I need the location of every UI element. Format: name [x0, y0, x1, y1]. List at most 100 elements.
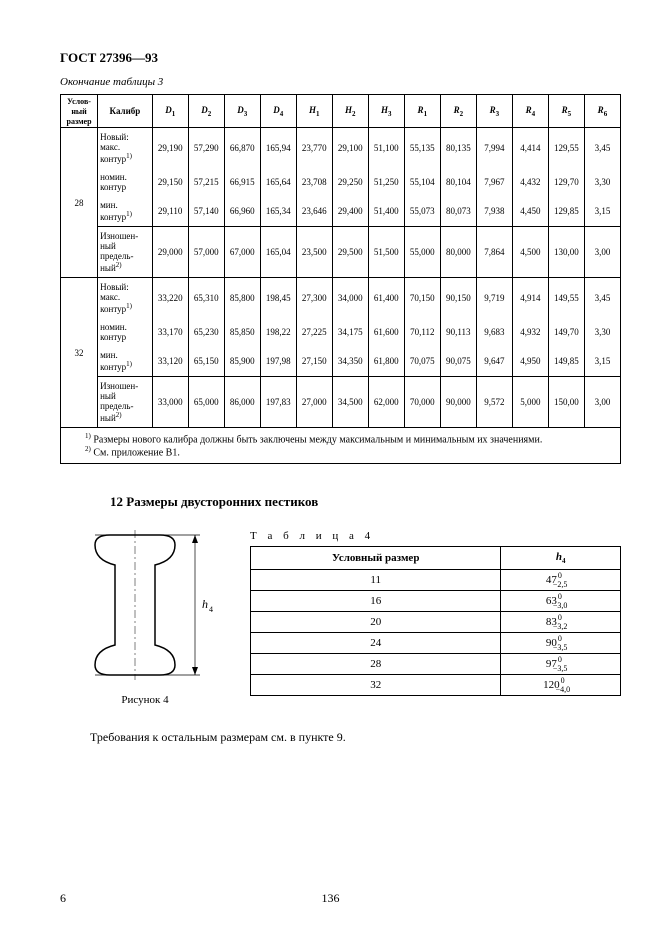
svg-text:h: h: [202, 597, 208, 611]
data-cell: 90,150: [440, 278, 476, 319]
data-cell: 3,15: [584, 196, 620, 227]
t4-size-cell: 11: [251, 569, 501, 590]
size-cell: 28: [61, 128, 98, 278]
page-num-left: 6: [60, 891, 66, 906]
t4-h-cell: 470−2,5: [501, 569, 621, 590]
data-cell: 61,400: [368, 278, 404, 319]
data-cell: 61,800: [368, 346, 404, 377]
t4-h-cell: 900−3,5: [501, 632, 621, 653]
t4-h-cell: 830−3,2: [501, 611, 621, 632]
row-label: Новый: макс. контур1): [98, 128, 153, 169]
data-cell: 66,870: [224, 128, 260, 169]
data-cell: 57,290: [188, 128, 224, 169]
data-cell: 198,45: [260, 278, 296, 319]
data-cell: 9,719: [476, 278, 512, 319]
data-cell: 7,967: [476, 168, 512, 196]
data-cell: 29,400: [332, 196, 368, 227]
col-r6: R6: [584, 95, 620, 128]
col-d2: D2: [188, 95, 224, 128]
row-label-worn: Изношен- ный предель- ный2): [98, 227, 153, 278]
data-cell: 149,85: [548, 346, 584, 377]
data-cell: 7,938: [476, 196, 512, 227]
t4-h-cell: 630−3,0: [501, 590, 621, 611]
data-cell: 23,708: [296, 168, 332, 196]
data-cell: 80,000: [440, 227, 476, 278]
data-cell: 3,00: [584, 377, 620, 428]
data-cell: 80,104: [440, 168, 476, 196]
t4-size-cell: 24: [251, 632, 501, 653]
t4-h-cell: 970−3,5: [501, 653, 621, 674]
table3: Услов- ный размер Калибр D1 D2 D3 D4 H1 …: [60, 94, 621, 464]
t4-size-cell: 16: [251, 590, 501, 611]
col-h3: H3: [368, 95, 404, 128]
data-cell: 4,450: [512, 196, 548, 227]
data-cell: 149,55: [548, 278, 584, 319]
data-cell: 165,34: [260, 196, 296, 227]
table3-caption: Окончание таблицы 3: [60, 76, 621, 88]
row-label: номин. контур: [98, 318, 153, 346]
data-cell: 70,112: [404, 318, 440, 346]
data-cell: 85,800: [224, 278, 260, 319]
data-cell: 29,000: [152, 227, 188, 278]
col-kalibr: Калибр: [98, 95, 153, 128]
data-cell: 70,150: [404, 278, 440, 319]
data-cell: 80,135: [440, 128, 476, 169]
data-cell: 4,432: [512, 168, 548, 196]
data-cell: 4,932: [512, 318, 548, 346]
data-cell: 29,190: [152, 128, 188, 169]
data-cell: 129,55: [548, 128, 584, 169]
data-cell: 165,04: [260, 227, 296, 278]
figure4-svg: h 4: [70, 530, 220, 690]
t4-size-cell: 32: [251, 674, 501, 695]
data-cell: 34,175: [332, 318, 368, 346]
data-cell: 4,414: [512, 128, 548, 169]
data-cell: 3,00: [584, 227, 620, 278]
data-cell: 29,250: [332, 168, 368, 196]
col-d4: D4: [260, 95, 296, 128]
data-cell: 51,100: [368, 128, 404, 169]
col-r5: R5: [548, 95, 584, 128]
col-h1: H1: [296, 95, 332, 128]
data-cell: 86,000: [224, 377, 260, 428]
data-cell: 85,900: [224, 346, 260, 377]
data-cell: 85,850: [224, 318, 260, 346]
row-label: мин. контур1): [98, 346, 153, 377]
data-cell: 198,22: [260, 318, 296, 346]
data-cell: 62,000: [368, 377, 404, 428]
data-cell: 9,572: [476, 377, 512, 428]
data-cell: 33,170: [152, 318, 188, 346]
data-cell: 55,135: [404, 128, 440, 169]
row-label-worn: Изношен- ный предель- ный2): [98, 377, 153, 428]
data-cell: 65,230: [188, 318, 224, 346]
data-cell: 4,914: [512, 278, 548, 319]
data-cell: 27,000: [296, 377, 332, 428]
data-cell: 9,647: [476, 346, 512, 377]
row-label: Новый: макс. контур1): [98, 278, 153, 319]
data-cell: 55,073: [404, 196, 440, 227]
data-cell: 3,45: [584, 278, 620, 319]
size-cell: 32: [61, 278, 98, 428]
col-r1: R1: [404, 95, 440, 128]
data-cell: 3,15: [584, 346, 620, 377]
section-12-title: 12 Размеры двусторонних пестиков: [110, 494, 621, 510]
data-cell: 66,915: [224, 168, 260, 196]
data-cell: 5,000: [512, 377, 548, 428]
data-cell: 7,994: [476, 128, 512, 169]
data-cell: 33,120: [152, 346, 188, 377]
data-cell: 55,000: [404, 227, 440, 278]
data-cell: 34,500: [332, 377, 368, 428]
col-d3: D3: [224, 95, 260, 128]
data-cell: 80,073: [440, 196, 476, 227]
row-label: мин. контур1): [98, 196, 153, 227]
data-cell: 34,350: [332, 346, 368, 377]
data-cell: 130,00: [548, 227, 584, 278]
data-cell: 23,646: [296, 196, 332, 227]
requirements-line: Требования к остальным размерам см. в пу…: [90, 730, 621, 745]
data-cell: 3,30: [584, 318, 620, 346]
figure-4: h 4 Рисунок 4: [60, 530, 230, 706]
t4-col-size: Условный размер: [251, 546, 501, 569]
col-h2: H2: [332, 95, 368, 128]
data-cell: 3,45: [584, 128, 620, 169]
data-cell: 4,950: [512, 346, 548, 377]
data-cell: 7,864: [476, 227, 512, 278]
